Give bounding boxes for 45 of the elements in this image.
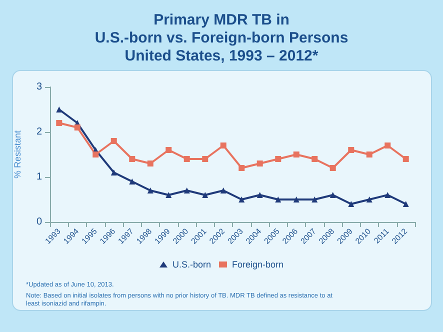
point: [330, 192, 336, 198]
y-axis-title: % Resistant: [12, 130, 22, 179]
point: [184, 156, 190, 162]
point: [110, 138, 117, 144]
point: [330, 165, 336, 171]
point: [110, 170, 117, 176]
point: [348, 201, 354, 207]
point: [74, 124, 80, 130]
y-tick-label: 3: [36, 82, 42, 92]
point: [238, 196, 245, 202]
point: [238, 165, 245, 171]
point: [147, 160, 154, 166]
point: [56, 120, 62, 126]
point: [184, 188, 190, 194]
point: [275, 156, 282, 162]
point: [275, 196, 282, 202]
point: [129, 178, 136, 184]
point: [129, 156, 136, 162]
point: [312, 156, 318, 162]
point: [402, 156, 409, 162]
point: [202, 192, 208, 198]
point: [147, 188, 154, 194]
point: [366, 196, 372, 202]
chart-title: Primary MDR TB in U.S.-born vs. Foreign-born Persons United States, 1993 – 2012*: [94, 12, 348, 64]
legend-label: U.S.-born: [172, 260, 211, 270]
point: [384, 192, 391, 198]
y-tick-label: 1: [36, 172, 42, 182]
y-tick-label: 2: [36, 126, 42, 138]
point: [202, 156, 208, 162]
point: [402, 201, 409, 207]
point: [166, 192, 172, 198]
point: [293, 152, 300, 158]
y-tick-label: 0: [36, 216, 42, 228]
point: [92, 152, 99, 158]
point: [166, 147, 172, 153]
point: [220, 142, 226, 148]
point: [293, 196, 300, 202]
point: [256, 192, 263, 198]
point: [366, 152, 372, 158]
point: [256, 160, 263, 166]
point: [220, 188, 226, 194]
point: [312, 196, 318, 202]
point: [348, 147, 354, 153]
legend-label: Foreign-born: [232, 260, 284, 270]
point: [384, 142, 391, 148]
